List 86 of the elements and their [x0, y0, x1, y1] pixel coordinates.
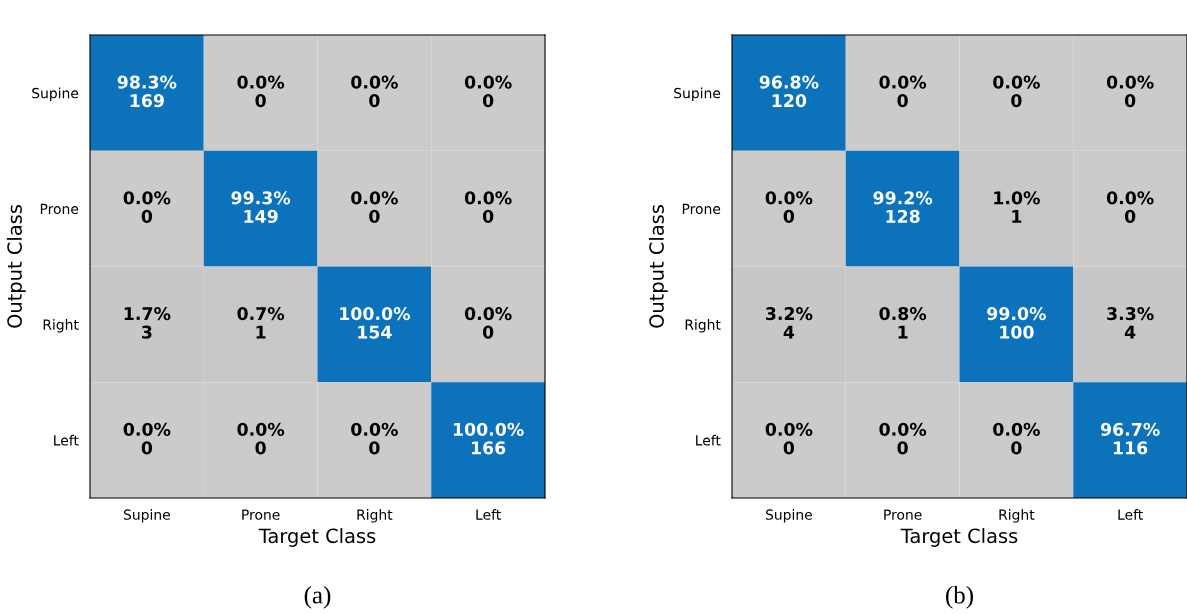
- annotation: 149: [244, 209, 278, 223]
- data-label: 0.0%: [765, 422, 813, 436]
- x-tick-label: Prone: [242, 509, 280, 520]
- y-tick-label: Supine: [32, 87, 79, 102]
- annotation: 0: [783, 209, 795, 223]
- data-label: 0.0%: [237, 422, 285, 436]
- annotation: 0: [369, 209, 380, 223]
- annotation: 1: [898, 325, 908, 339]
- annotation: 0: [482, 94, 494, 108]
- y-tick-label: Right: [43, 319, 79, 333]
- annotation: 0: [1124, 209, 1136, 223]
- data-label: 0.0%: [351, 422, 398, 436]
- annotation: 0: [1124, 94, 1136, 108]
- text: (b): [946, 585, 973, 609]
- annotation: 0: [369, 94, 380, 108]
- data-label: 0.0%: [464, 191, 512, 205]
- data-label: 0.0%: [464, 307, 512, 321]
- annotation: 166: [471, 441, 506, 455]
- annotation: 1: [1012, 210, 1022, 223]
- annotation: 154: [358, 325, 392, 339]
- data-label: 0.0%: [123, 422, 171, 436]
- y-tick-label: Prone: [40, 203, 79, 215]
- annotation: 116: [1113, 441, 1148, 455]
- annotation: 100: [1000, 325, 1034, 339]
- text: (a): [304, 585, 331, 609]
- annotation: 0: [1011, 441, 1022, 455]
- y-axis-title: Output Class: [6, 205, 26, 328]
- data-label: 99.2%: [873, 191, 933, 205]
- annotation: 169: [130, 94, 164, 108]
- y-tick-label: Right: [685, 319, 721, 333]
- x-axis-title: Target Class: [258, 528, 376, 547]
- data-label: 99.0%: [987, 307, 1046, 321]
- annotation: 0: [482, 325, 494, 339]
- data-label: 100.0%: [453, 422, 524, 436]
- data-label: 0.0%: [765, 191, 813, 205]
- annotation: 0: [255, 441, 266, 455]
- x-tick-label: Right: [357, 509, 393, 523]
- data-label: 0.0%: [879, 422, 927, 436]
- data-label: 0.0%: [123, 191, 171, 205]
- data-label: 0.0%: [993, 422, 1040, 436]
- annotation: 0: [897, 441, 908, 455]
- annotation: 0: [255, 94, 266, 108]
- annotation: 0: [141, 441, 153, 455]
- x-tick-label: Left: [476, 509, 501, 520]
- annotation: 3: [142, 325, 152, 339]
- x-tick-label: Supine: [765, 509, 812, 523]
- data-label: 1.0%: [994, 191, 1040, 205]
- data-label: 0.0%: [237, 75, 285, 89]
- data-label: 0.0%: [464, 75, 512, 89]
- x-tick-label: Right: [999, 509, 1035, 523]
- data-label: 99.3%: [231, 191, 291, 205]
- y-tick-label: Prone: [682, 203, 721, 215]
- data-label: 3.2%: [765, 307, 813, 321]
- data-label: 0.0%: [879, 75, 927, 89]
- x-axis-title: Target Class: [900, 528, 1018, 547]
- annotation: 0: [897, 94, 908, 108]
- data-label: 0.0%: [993, 75, 1040, 89]
- data-label: 3.3%: [1107, 307, 1154, 321]
- annotation: 4: [783, 325, 795, 339]
- annotation: 4: [1124, 325, 1136, 339]
- annotation: 0: [1011, 94, 1022, 108]
- annotation: 0: [482, 209, 494, 223]
- data-label: 96.7%: [1100, 422, 1160, 436]
- annotation: 0: [783, 441, 795, 455]
- y-tick-label: Supine: [674, 87, 721, 102]
- data-label: 0.0%: [1106, 75, 1154, 89]
- y-tick-label: Left: [54, 434, 79, 446]
- data-label: 98.3%: [117, 75, 177, 89]
- data-label: 0.7%: [237, 307, 285, 321]
- data-label: 0.0%: [1106, 191, 1154, 205]
- annotation: 120: [772, 94, 807, 108]
- annotation: 0: [141, 209, 153, 223]
- x-tick-label: Prone: [884, 509, 922, 520]
- data-label: 0.0%: [351, 75, 398, 89]
- x-tick-label: Supine: [123, 509, 170, 523]
- annotation: 128: [886, 209, 920, 223]
- annotation: 0: [369, 441, 380, 455]
- data-label: 0.0%: [351, 191, 398, 205]
- y-axis-title: Output Class: [648, 205, 668, 328]
- data-label: 1.7%: [124, 307, 171, 321]
- annotation: 1: [256, 325, 266, 339]
- y-tick-label: Left: [696, 434, 721, 446]
- data-label: 0.8%: [879, 307, 927, 321]
- data-label: 96.8%: [759, 75, 819, 89]
- x-tick-label: Left: [1118, 509, 1143, 520]
- data-label: 100.0%: [340, 307, 410, 321]
